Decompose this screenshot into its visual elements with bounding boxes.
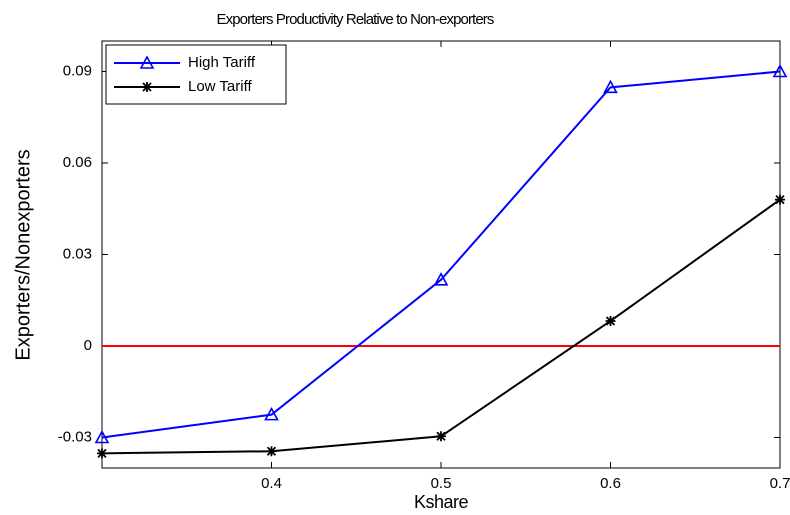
marker (603, 79, 618, 94)
plot-area (101, 40, 781, 469)
y-tick-label: 0.09 (63, 62, 92, 79)
y-tick-label: 0.06 (63, 154, 92, 171)
legend: High Tariff Low Tariff (105, 44, 287, 105)
marker (436, 431, 446, 442)
chart-title: Exporters Productivity Relative to Non-e… (217, 11, 494, 28)
x-tick-label: 0.7 (770, 475, 790, 492)
y-tick-label: 0 (84, 337, 92, 354)
x-tick-label: 0.4 (261, 475, 282, 492)
marker (94, 429, 110, 444)
marker (266, 446, 277, 457)
marker (264, 406, 279, 421)
x-tick-label: 0.5 (431, 475, 452, 492)
y-tick-label: -0.03 (58, 428, 92, 445)
legend-label: High Tariff (188, 54, 256, 71)
series-line (101, 70, 781, 439)
y-tick-label: 0.03 (63, 245, 92, 262)
legend-marker (139, 55, 155, 69)
legend-label: Low Tariff (188, 78, 252, 95)
marker (605, 315, 616, 326)
legend-marker (142, 82, 152, 92)
legend-box (105, 44, 287, 105)
marker (97, 448, 107, 459)
x-axis-label: Kshare (414, 492, 469, 512)
x-tick-label: 0.6 (600, 475, 621, 492)
marker (772, 63, 788, 78)
y-axis-label: Exporters/Nonexporters (12, 149, 34, 360)
marker (775, 194, 785, 205)
marker (433, 272, 449, 286)
